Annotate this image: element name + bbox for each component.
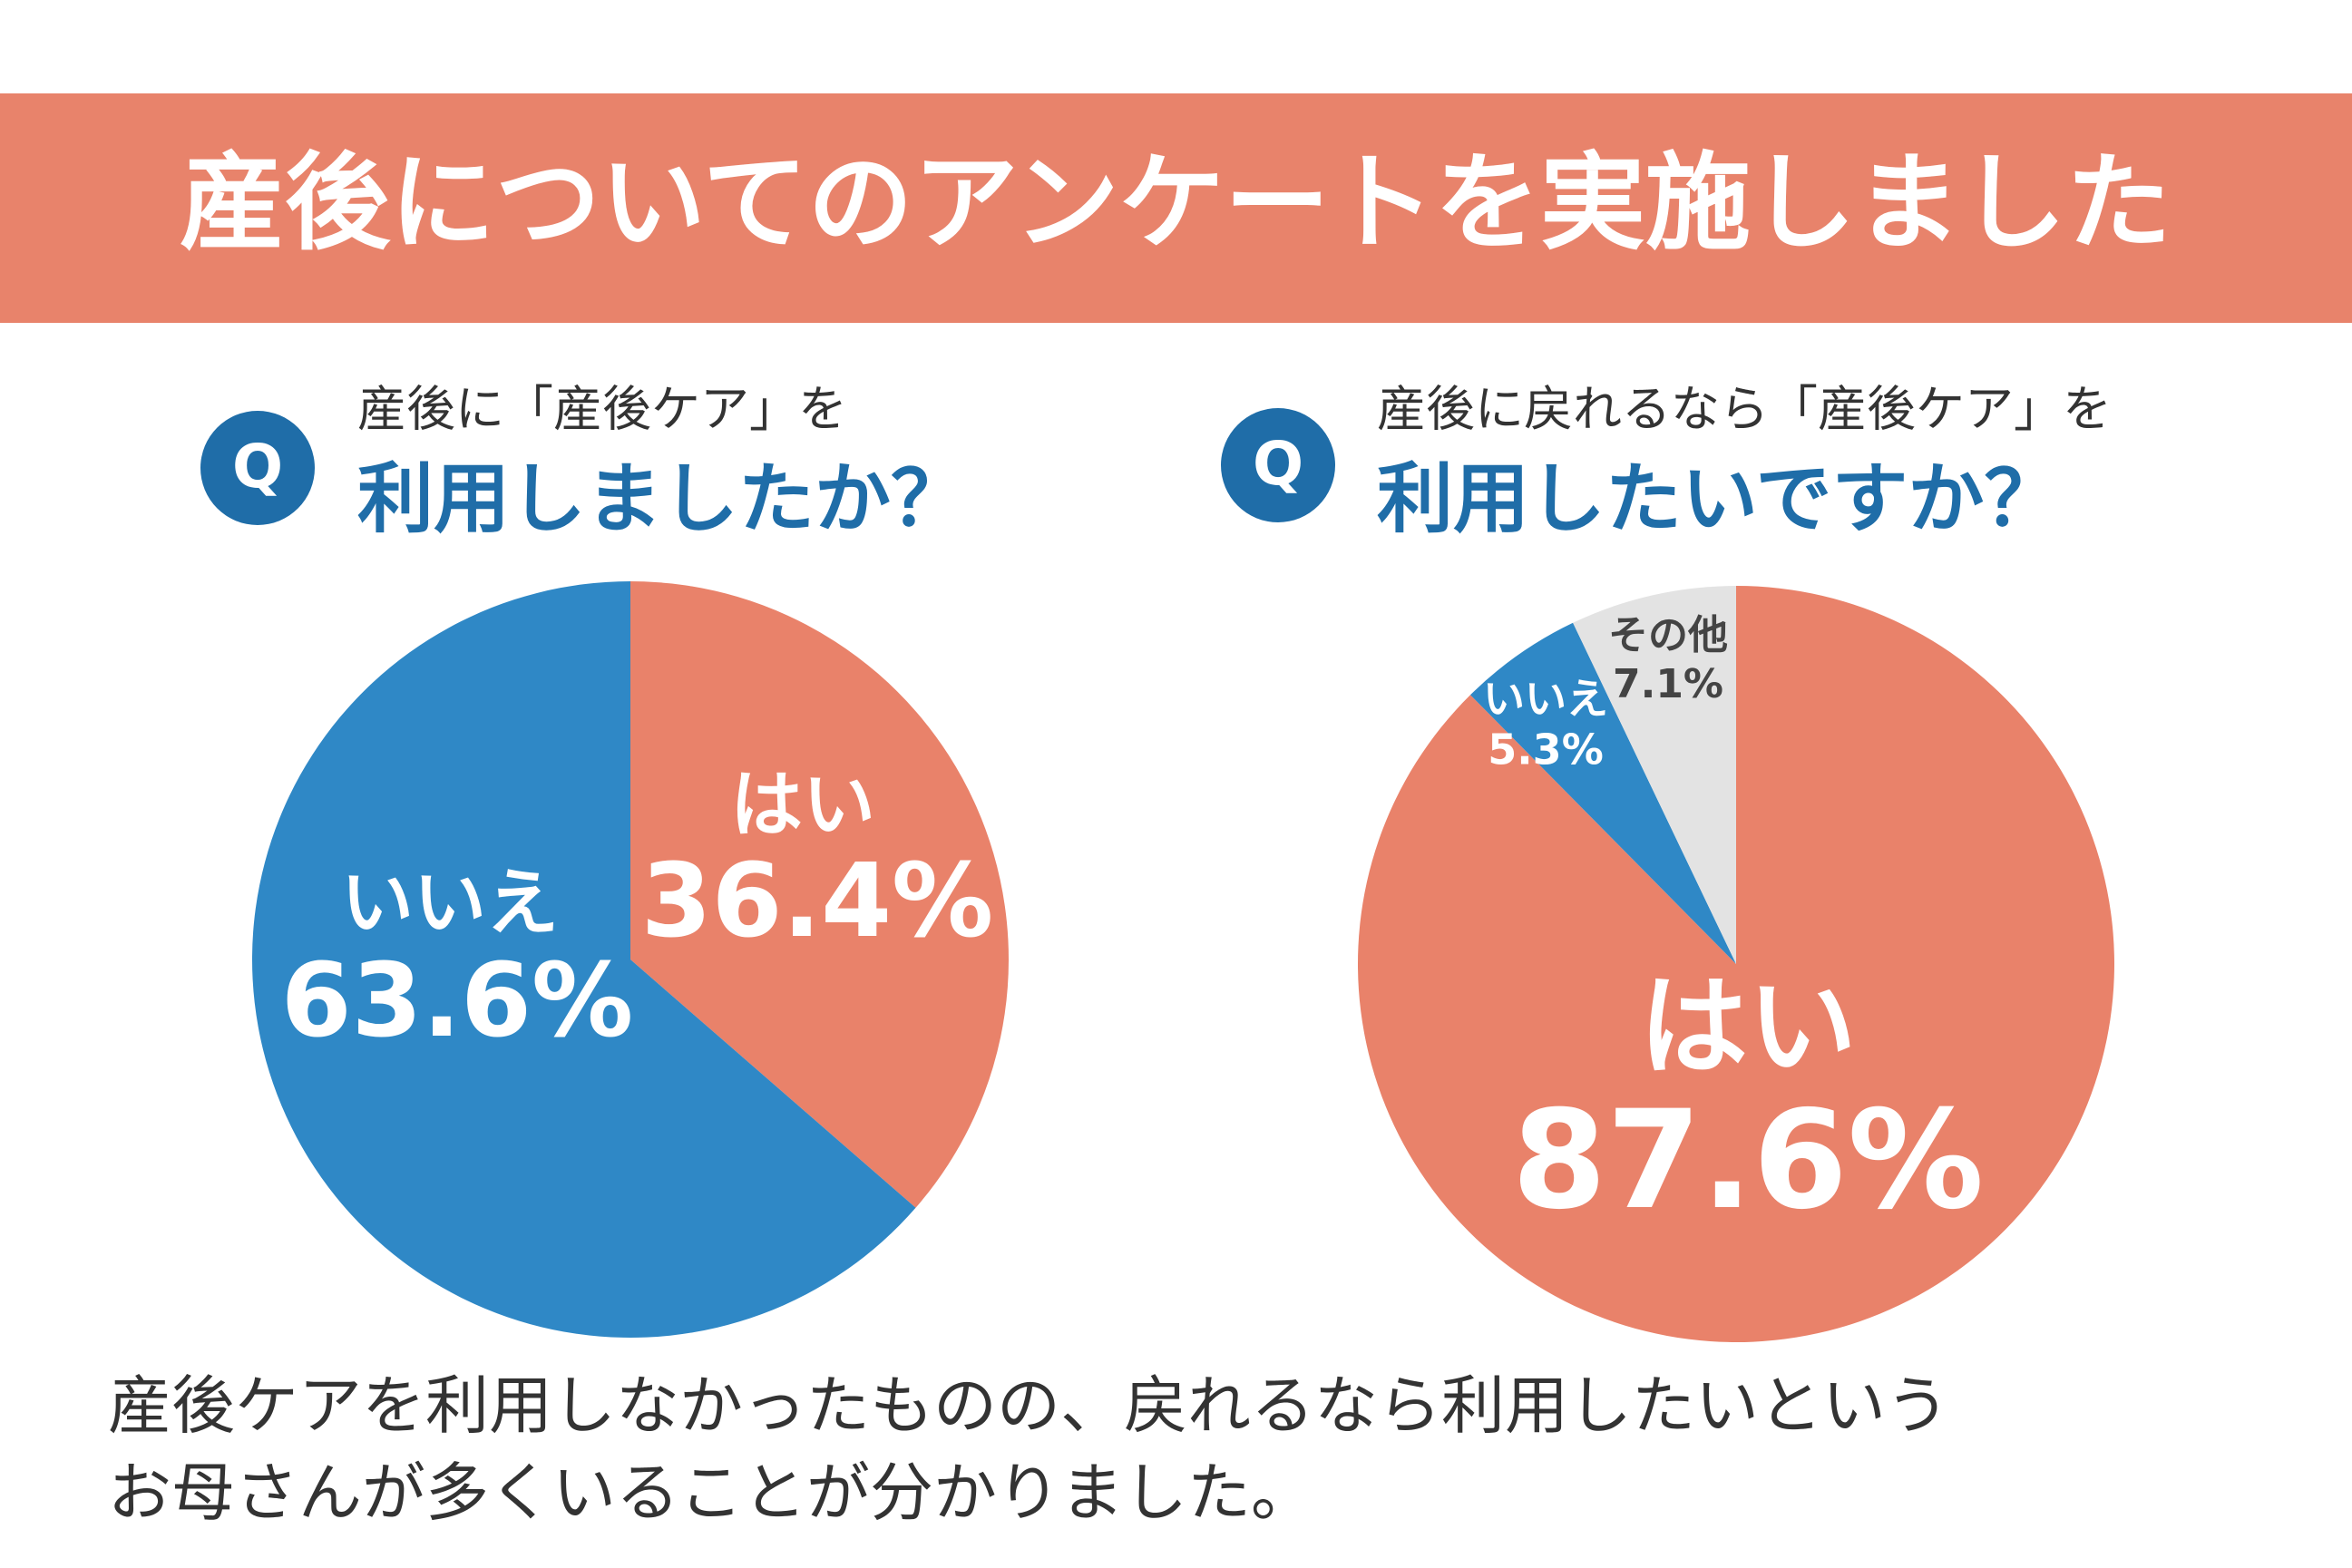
slice-category: はい xyxy=(730,763,875,847)
question-title: 利用しましたか？ xyxy=(357,454,967,543)
slice-value-label: 87.6% xyxy=(1512,1082,1984,1240)
slice-value-label: 36.4% xyxy=(641,842,994,960)
slice-value-label: 63.6% xyxy=(281,942,634,1060)
question-title: 利用したいですか？ xyxy=(1377,454,2060,543)
q-badge-text: Q xyxy=(1253,429,1303,499)
slice-category: いいえ xyxy=(341,861,559,945)
footer-text: 産後ケアを利用しなかったものの、戻れるなら利用したいという xyxy=(108,1368,1949,1443)
pie-slice xyxy=(251,581,916,1338)
q-badge xyxy=(200,411,315,525)
header-title: 産後についてのアンケートを実施しました xyxy=(180,142,2171,265)
pie-slice xyxy=(1358,586,2115,1343)
header-band xyxy=(0,93,2352,323)
slice-category: その他 xyxy=(1608,612,1728,658)
q-badge-text: Q xyxy=(232,432,283,502)
pie-slice xyxy=(630,581,1010,1208)
slice-value-label: 5.3% xyxy=(1488,726,1604,774)
slice-category: いいえ xyxy=(1483,675,1608,724)
slice-value-label: 7.1% xyxy=(1613,661,1723,707)
question-subtitle: 産後に「産後ケア」を xyxy=(357,381,847,438)
q-badge xyxy=(1221,408,1335,522)
footer-text: お母さんが多くいることが分かりました。 xyxy=(108,1456,1314,1530)
slice-category: はい xyxy=(1639,965,1857,1091)
pie-slice xyxy=(1573,586,1736,964)
pie-slice xyxy=(1469,622,1736,964)
question-subtitle: 産後に戻れるなら「産後ケア」を xyxy=(1377,381,2112,438)
